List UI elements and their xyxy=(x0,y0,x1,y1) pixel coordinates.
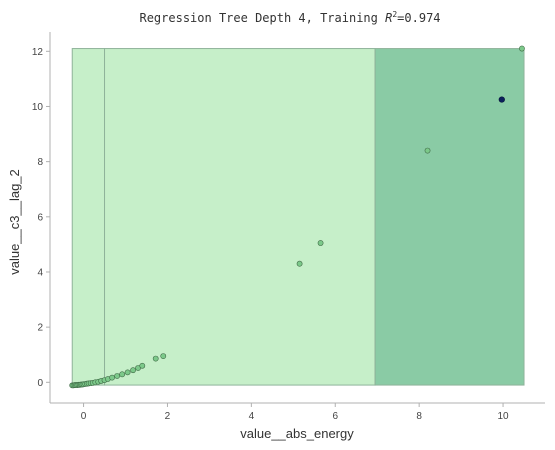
data-point xyxy=(297,261,302,266)
chart-title-main: Regression Tree Depth 4, Training xyxy=(139,11,385,25)
data-point xyxy=(125,370,130,375)
data-point xyxy=(130,368,135,373)
chart-title: Regression Tree Depth 4, Training R2=0.9… xyxy=(139,10,440,25)
tree-region-1 xyxy=(72,49,104,386)
x-tick-label: 4 xyxy=(249,411,255,422)
x-axis-label: value__abs_energy xyxy=(240,426,354,441)
y-tick-label: 12 xyxy=(32,47,44,58)
x-tick-label: 8 xyxy=(416,411,422,422)
tree-region-2 xyxy=(105,49,376,386)
data-point xyxy=(519,46,524,51)
highlight-point xyxy=(499,97,505,103)
y-tick-label: 4 xyxy=(37,267,43,278)
data-point xyxy=(140,363,145,368)
y-tick-label: 2 xyxy=(37,323,43,334)
data-point xyxy=(109,375,114,380)
tree-regions xyxy=(72,49,524,386)
data-point xyxy=(120,372,125,377)
chart-title-r: R xyxy=(385,11,392,25)
y-tick-label: 0 xyxy=(37,378,43,389)
y-tick-label: 8 xyxy=(37,157,43,168)
data-point xyxy=(425,148,430,153)
x-tick-label: 0 xyxy=(81,411,87,422)
data-point xyxy=(161,354,166,359)
x-tick-label: 10 xyxy=(497,411,509,422)
chart-title-value: =0.974 xyxy=(397,11,440,25)
x-tick-label: 6 xyxy=(332,411,338,422)
data-point xyxy=(115,373,120,378)
data-point xyxy=(318,240,323,245)
y-axis-label: value__c3__lag_2 xyxy=(7,169,22,275)
data-point xyxy=(153,356,158,361)
y-tick-label: 6 xyxy=(37,212,43,223)
y-tick-label: 10 xyxy=(32,102,44,113)
x-tick-label: 2 xyxy=(165,411,171,422)
